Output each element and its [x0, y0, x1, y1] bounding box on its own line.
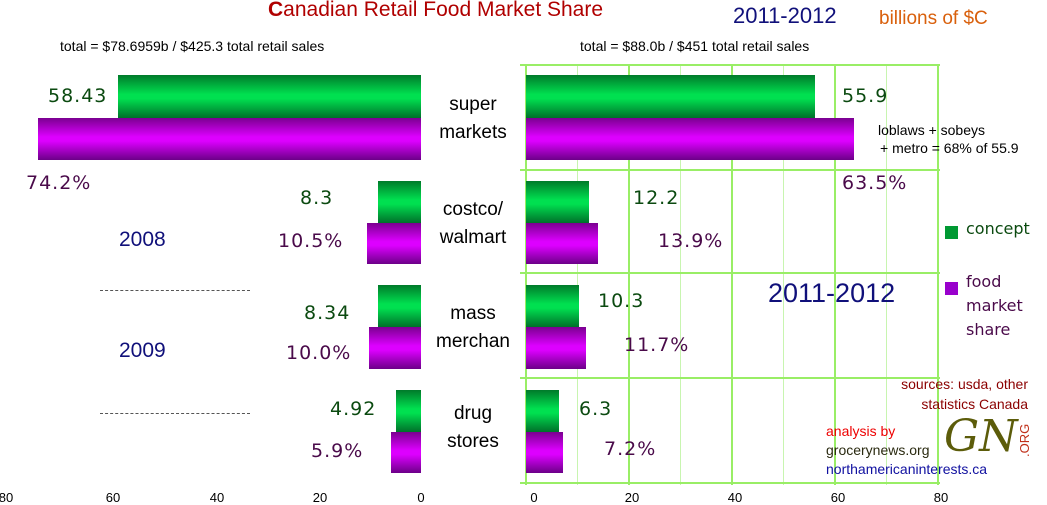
right-share-value-costco: 13.9%: [658, 230, 724, 252]
category-mass-merchan: mass merchan: [428, 300, 518, 356]
category-supermarkets: super markets: [428, 91, 518, 147]
right-bar-concept-drug: [526, 390, 559, 432]
left-total-text: total = $78.6959b / $425.3 total retail …: [60, 38, 325, 54]
left-bar-share-costco: [367, 223, 421, 264]
left-tick: 0: [417, 490, 425, 505]
gridline-row2: [520, 272, 940, 274]
gridline-row3: [520, 377, 940, 379]
year-label-2008: 2008: [119, 228, 166, 251]
category-line: stores: [447, 431, 499, 452]
right-concept-value-costco: 12.2: [633, 187, 680, 209]
gridline-30: [680, 65, 681, 485]
sources-line: sources: usda, other: [901, 376, 1028, 392]
credits: analysis by grocerynews.org northamerica…: [826, 422, 987, 479]
category-line: markets: [439, 122, 507, 143]
note-line: loblaws + sobeys: [878, 122, 986, 138]
legend-line: share: [966, 320, 1011, 339]
gridline-row1: [520, 169, 940, 171]
right-bar-share-costco: [526, 223, 598, 264]
right-tick: 80: [933, 490, 949, 505]
left-concept-value-supermarkets: 58.43: [48, 85, 108, 107]
right-share-value-drug: 7.2%: [604, 438, 657, 460]
right-bar-concept-mass: [526, 285, 579, 327]
legend-line: market: [966, 296, 1023, 315]
right-total-text: total = $88.0b / $451 total retail sales: [580, 38, 810, 54]
left-concept-value-drug: 4.92: [330, 398, 377, 420]
category-line: mass: [450, 303, 496, 324]
gridline-10: [577, 65, 578, 485]
left-bar-concept-supermarkets: [118, 75, 421, 118]
gridline-70: [886, 65, 887, 485]
category-drug-stores: drug stores: [428, 400, 518, 456]
x-axis-line: [520, 482, 940, 484]
legend-concept-swatch: [945, 226, 958, 239]
right-share-value-mass: 11.7%: [624, 334, 690, 356]
gridline-top: [520, 64, 940, 66]
gridline-60: [834, 65, 836, 485]
right-concept-value-mass: 10.3: [598, 290, 645, 312]
right-tick: 20: [624, 490, 640, 505]
left-tick: 20: [312, 490, 328, 505]
gn-logo: GN: [944, 411, 1018, 462]
title-initial: C: [268, 0, 284, 21]
separator-dash-1: [100, 290, 250, 291]
left-share-value-costco: 10.5%: [278, 230, 344, 252]
category-line: walmart: [439, 227, 507, 248]
left-tick: 60: [105, 490, 121, 505]
gridline-50: [783, 65, 784, 485]
gridline-40: [731, 65, 733, 485]
left-bar-share-supermarkets: [38, 118, 421, 160]
left-bar-concept-mass: [378, 285, 421, 327]
supermarket-note: loblaws + sobeys + metro = 68% of 55.9: [878, 121, 1019, 157]
category-line: super: [449, 94, 497, 115]
category-line: costco/: [442, 199, 504, 220]
right-bar-share-mass: [526, 327, 586, 369]
right-share-value-supermarkets: 63.5%: [842, 172, 908, 194]
chart-title: Canadian Retail Food Market Share: [268, 0, 603, 22]
big-year-label: 2011-2012: [768, 278, 896, 308]
right-tick: 0: [530, 490, 538, 505]
units-label: billions of $C: [879, 8, 988, 29]
analysis-by-label: analysis by: [826, 423, 896, 439]
site-northamericaninterests[interactable]: northamericaninterests.ca: [826, 461, 988, 477]
left-bar-concept-drug: [396, 390, 421, 432]
year-label-2009: 2009: [119, 339, 166, 362]
legend-line: food: [966, 272, 1002, 291]
right-concept-value-supermarkets: 55.9: [842, 85, 889, 107]
gridline-0: [525, 65, 527, 485]
left-concept-value-costco: 8.3: [300, 187, 334, 209]
left-bar-share-mass: [369, 327, 421, 369]
right-tick: 40: [727, 490, 743, 505]
gridline-80: [937, 65, 939, 485]
right-concept-value-drug: 6.3: [579, 398, 613, 420]
right-bar-share-supermarkets: [526, 118, 854, 160]
legend-share-label: food market share: [966, 270, 1023, 342]
sources-line: statistics Canada: [921, 396, 1028, 412]
title-rest: anadian Retail Food Market Share: [283, 0, 604, 21]
left-concept-value-mass: 8.34: [304, 302, 351, 324]
gridline-20: [628, 65, 630, 485]
left-share-value-drug: 5.9%: [311, 440, 364, 462]
separator-dash-2: [100, 413, 250, 414]
left-tick: 40: [209, 490, 225, 505]
right-bar-share-drug: [526, 432, 563, 473]
left-bar-share-drug: [391, 432, 421, 473]
left-bar-concept-costco: [378, 181, 421, 223]
left-share-value-mass: 10.0%: [286, 342, 352, 364]
site-grocerynews[interactable]: grocerynews.org: [826, 442, 930, 458]
right-bar-concept-supermarkets: [526, 75, 815, 118]
note-line: + metro = 68% of 55.9: [880, 140, 1019, 156]
legend-share-swatch: [945, 282, 958, 295]
left-tick: 80: [0, 490, 14, 505]
right-bar-concept-costco: [526, 181, 589, 223]
sources-note: sources: usda, other statistics Canada: [860, 374, 1028, 414]
legend-concept-label: concept: [966, 219, 1030, 238]
period-label: 2011-2012: [733, 3, 837, 28]
category-line: drug: [453, 403, 493, 424]
right-tick: 60: [830, 490, 846, 505]
category-line: merchan: [436, 331, 510, 352]
gn-logo-org: .ORG: [1017, 423, 1032, 457]
category-costco-walmart: costco/walmart: [428, 196, 518, 252]
left-share-value-supermarkets: 74.2%: [26, 172, 92, 194]
